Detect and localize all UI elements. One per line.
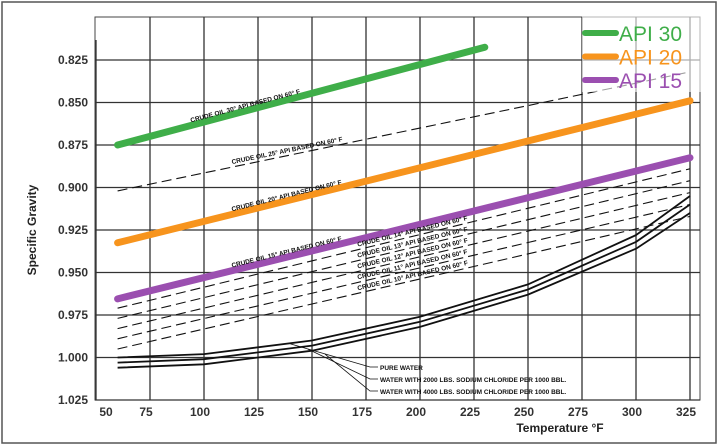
- y-tick-label: 0.875: [58, 138, 88, 152]
- x-tick-label: 225: [460, 405, 480, 419]
- x-tick-label: 325: [676, 405, 696, 419]
- x-tick-label: 50: [99, 405, 113, 419]
- x-tick-label: 150: [298, 405, 318, 419]
- water-label: WATER WITH 4000 LBS. SODIUM CHLORIDE PER…: [380, 389, 566, 396]
- x-tick-label: 100: [190, 405, 210, 419]
- crude-oil-line: [117, 215, 691, 350]
- tick-labels: 50 75 100 125 150 175 200 225 250 275 300 325 0.825 0…: [58, 53, 696, 419]
- x-tick-label: 175: [352, 405, 372, 419]
- y-tick-label: 0.850: [58, 96, 88, 110]
- x-axis-label: Temperature °F: [516, 421, 603, 435]
- water-leader-line: [290, 343, 378, 368]
- legend-label: API 30: [619, 23, 682, 46]
- legend-label: API 20: [619, 47, 682, 70]
- y-tick-label: 0.900: [58, 181, 88, 195]
- crude-oil-line: [117, 180, 691, 319]
- water-curve: [117, 203, 691, 364]
- x-tick-label: 125: [244, 405, 264, 419]
- water-leader-line: [307, 348, 378, 380]
- x-tick-label: 75: [139, 405, 153, 419]
- y-tick-label: 1.000: [58, 351, 88, 365]
- x-tick-label: 200: [406, 405, 426, 419]
- water-leader-line: [324, 353, 378, 392]
- crude-oil-line: [117, 168, 691, 309]
- crude-oil-line: [117, 192, 691, 330]
- y-tick-label: 0.975: [58, 308, 88, 322]
- series-group: [114, 43, 694, 369]
- api-highlight-line: [114, 154, 694, 303]
- y-axis-label: Specific Gravity: [25, 184, 39, 275]
- api-highlight-line: [114, 97, 694, 247]
- water-label: WATER WITH 2000 LBS. SODIUM CHLORIDE PER…: [380, 377, 566, 384]
- water-label: PURE WATER: [380, 365, 423, 372]
- grid: [95, 17, 700, 401]
- x-tick-label: 250: [514, 405, 534, 419]
- y-tick-label: 0.825: [58, 53, 88, 67]
- y-tick-label: 0.925: [58, 223, 88, 237]
- y-tick-label: 1.025: [58, 393, 88, 407]
- x-tick-label: 275: [568, 405, 588, 419]
- water-curve: [117, 195, 691, 359]
- water-curve: [117, 212, 691, 369]
- legend-label: API 15: [619, 70, 682, 93]
- y-tick-label: 0.950: [58, 266, 88, 280]
- crude-oil-line: [117, 203, 691, 340]
- api-highlight-line: [114, 43, 489, 149]
- x-tick-label: 300: [622, 405, 642, 419]
